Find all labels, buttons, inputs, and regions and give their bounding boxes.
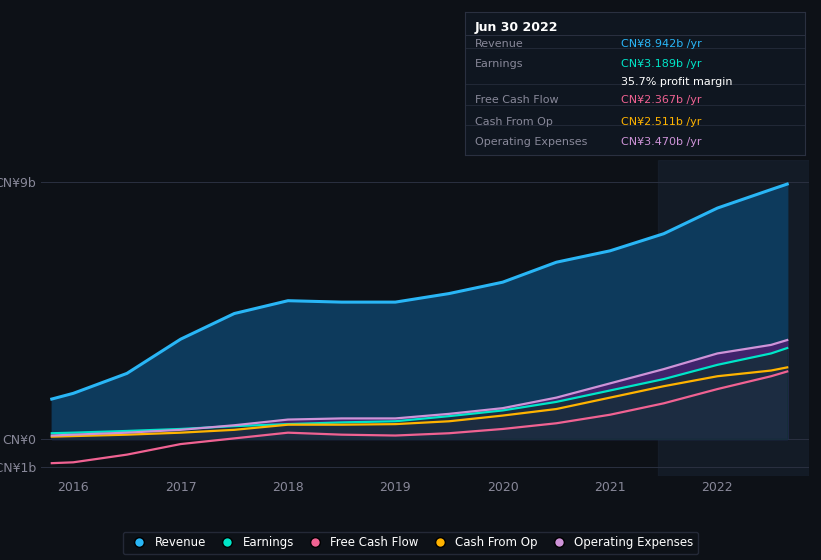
Legend: Revenue, Earnings, Free Cash Flow, Cash From Op, Operating Expenses: Revenue, Earnings, Free Cash Flow, Cash … [122, 531, 699, 554]
Text: Operating Expenses: Operating Expenses [475, 137, 587, 147]
Text: CN¥2.511b /yr: CN¥2.511b /yr [621, 116, 701, 127]
Text: Earnings: Earnings [475, 59, 523, 69]
Text: CN¥2.367b /yr: CN¥2.367b /yr [621, 95, 701, 105]
Text: CN¥8.942b /yr: CN¥8.942b /yr [621, 39, 702, 49]
Text: CN¥3.189b /yr: CN¥3.189b /yr [621, 59, 701, 69]
Text: Cash From Op: Cash From Op [475, 116, 553, 127]
Bar [658, 160, 809, 476]
Text: Jun 30 2022: Jun 30 2022 [475, 21, 558, 34]
Text: CN¥3.470b /yr: CN¥3.470b /yr [621, 137, 701, 147]
Text: Free Cash Flow: Free Cash Flow [475, 95, 558, 105]
Text: 35.7% profit margin: 35.7% profit margin [621, 77, 732, 87]
Text: Revenue: Revenue [475, 39, 524, 49]
